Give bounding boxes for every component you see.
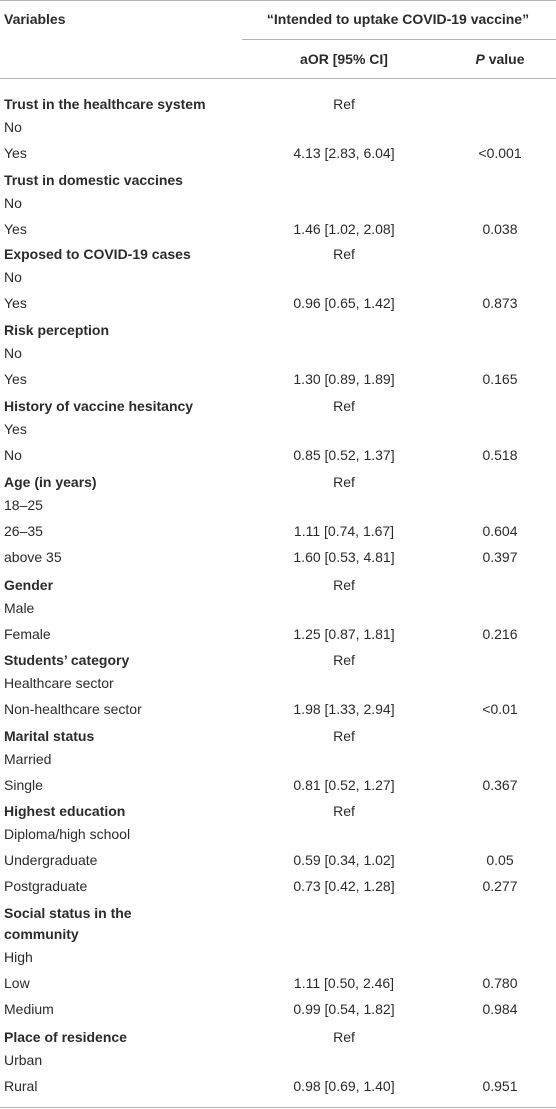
category-label: Yes xyxy=(4,295,27,311)
aor-cell: 1.11 [0.50, 2.46] xyxy=(293,975,395,991)
p-value-cell: 0.604 xyxy=(482,523,518,539)
category-label: High xyxy=(4,949,33,965)
aor-cell: 0.73 [0.42, 1.28] xyxy=(293,878,395,894)
aor-cell: Ref xyxy=(333,652,355,668)
category-label: Yes xyxy=(4,145,27,161)
category-label: 18–25 xyxy=(4,497,43,513)
p-value-cell: <0.001 xyxy=(478,145,522,161)
p-value-cell: 0.05 xyxy=(486,852,514,868)
category-label: Rural xyxy=(4,1078,38,1094)
p-value-cell: 0.518 xyxy=(482,447,518,463)
aor-cell: 1.98 [1.33, 2.94] xyxy=(293,701,395,717)
category-label: Yes xyxy=(4,221,27,237)
aor-cell: 0.81 [0.52, 1.27] xyxy=(293,777,395,793)
header-outcome: “Intended to uptake COVID-19 vaccine” xyxy=(266,11,530,27)
aor-cell: 0.59 [0.34, 1.02] xyxy=(293,852,395,868)
category-label: Female xyxy=(4,626,51,642)
aor-cell: 1.60 [0.53, 4.81] xyxy=(293,549,395,565)
variable-heading: History of vaccine hesitancy xyxy=(4,398,194,414)
top-rule xyxy=(0,0,556,1)
variable-heading: Trust in the healthcare system xyxy=(4,96,206,112)
p-value-cell: 0.165 xyxy=(482,371,518,387)
variable-heading: Exposed to COVID-19 cases xyxy=(4,246,191,262)
header-p-rest: value xyxy=(484,51,525,67)
variable-heading: Trust in domestic vaccines xyxy=(4,172,183,188)
p-value-cell: 0.780 xyxy=(482,975,518,991)
variable-heading: Age (in years) xyxy=(4,474,97,490)
header-variables: Variables xyxy=(4,11,66,27)
category-label: above 35 xyxy=(4,549,62,565)
category-label: No xyxy=(4,269,22,285)
variable-heading: Risk perception xyxy=(4,322,110,338)
aor-cell: 0.85 [0.52, 1.37] xyxy=(293,447,395,463)
bottom-rule xyxy=(0,1107,556,1108)
header-rule xyxy=(0,78,556,79)
variable-heading: Highest education xyxy=(4,803,126,819)
category-label: No xyxy=(4,447,22,463)
aor-cell: Ref xyxy=(333,803,355,819)
category-label: Urban xyxy=(4,1052,43,1068)
aor-cell: 0.99 [0.54, 1.82] xyxy=(293,1001,395,1017)
aor-cell: 1.25 [0.87, 1.81] xyxy=(293,626,395,642)
category-label: No xyxy=(4,195,22,211)
p-value-cell: 0.277 xyxy=(482,878,518,894)
aor-cell: Ref xyxy=(333,398,355,414)
category-label: Medium xyxy=(4,1001,54,1017)
variable-heading: Gender xyxy=(4,577,54,593)
header-sub-rule xyxy=(242,39,556,40)
p-value-cell: 0.216 xyxy=(482,626,518,642)
aor-cell: 1.46 [1.02, 2.08] xyxy=(293,221,395,237)
p-value-cell: 0.367 xyxy=(482,777,518,793)
aor-cell: 1.11 [0.74, 1.67] xyxy=(293,523,395,539)
category-label: Non-healthcare sector xyxy=(4,701,142,717)
category-label: Healthcare sector xyxy=(4,675,114,691)
p-value-cell: 0.873 xyxy=(482,295,518,311)
aor-cell: 0.96 [0.65, 1.42] xyxy=(293,295,395,311)
category-label: Low xyxy=(4,975,30,991)
category-label: Yes xyxy=(4,371,27,387)
category-label: Undergraduate xyxy=(4,852,98,868)
variable-heading: Marital status xyxy=(4,728,95,744)
variable-heading: Social status in the community xyxy=(4,905,132,942)
category-label: 26–35 xyxy=(4,523,43,539)
category-label: Married xyxy=(4,751,52,767)
category-label: Postgraduate xyxy=(4,878,88,894)
aor-cell: Ref xyxy=(333,1029,355,1045)
category-label: Single xyxy=(4,777,43,793)
variable-heading: Students’ category xyxy=(4,652,130,668)
aor-cell: 1.30 [0.89, 1.89] xyxy=(293,371,395,387)
aor-cell: Ref xyxy=(333,577,355,593)
category-label: Yes xyxy=(4,421,27,437)
category-label: Male xyxy=(4,600,35,616)
aor-cell: 4.13 [2.83, 6.04] xyxy=(293,145,395,161)
category-label: No xyxy=(4,345,22,361)
p-value-cell: 0.984 xyxy=(482,1001,518,1017)
p-value-cell: <0.01 xyxy=(482,701,518,717)
p-value-cell: 0.951 xyxy=(482,1078,518,1094)
aor-cell: Ref xyxy=(333,246,355,262)
aor-cell: Ref xyxy=(333,96,355,112)
category-label: Diploma/high school xyxy=(4,826,131,842)
variable-heading: Place of residence xyxy=(4,1029,127,1045)
header-aor: aOR [95% CI] xyxy=(300,51,388,67)
header-p-value: P value xyxy=(448,50,552,68)
aor-cell: Ref xyxy=(333,728,355,744)
aor-cell: Ref xyxy=(333,474,355,490)
category-label: No xyxy=(4,119,22,135)
p-value-cell: 0.038 xyxy=(482,221,518,237)
header-p-italic: P xyxy=(475,51,485,67)
aor-cell: 0.98 [0.69, 1.40] xyxy=(293,1078,395,1094)
p-value-cell: 0.397 xyxy=(482,549,518,565)
